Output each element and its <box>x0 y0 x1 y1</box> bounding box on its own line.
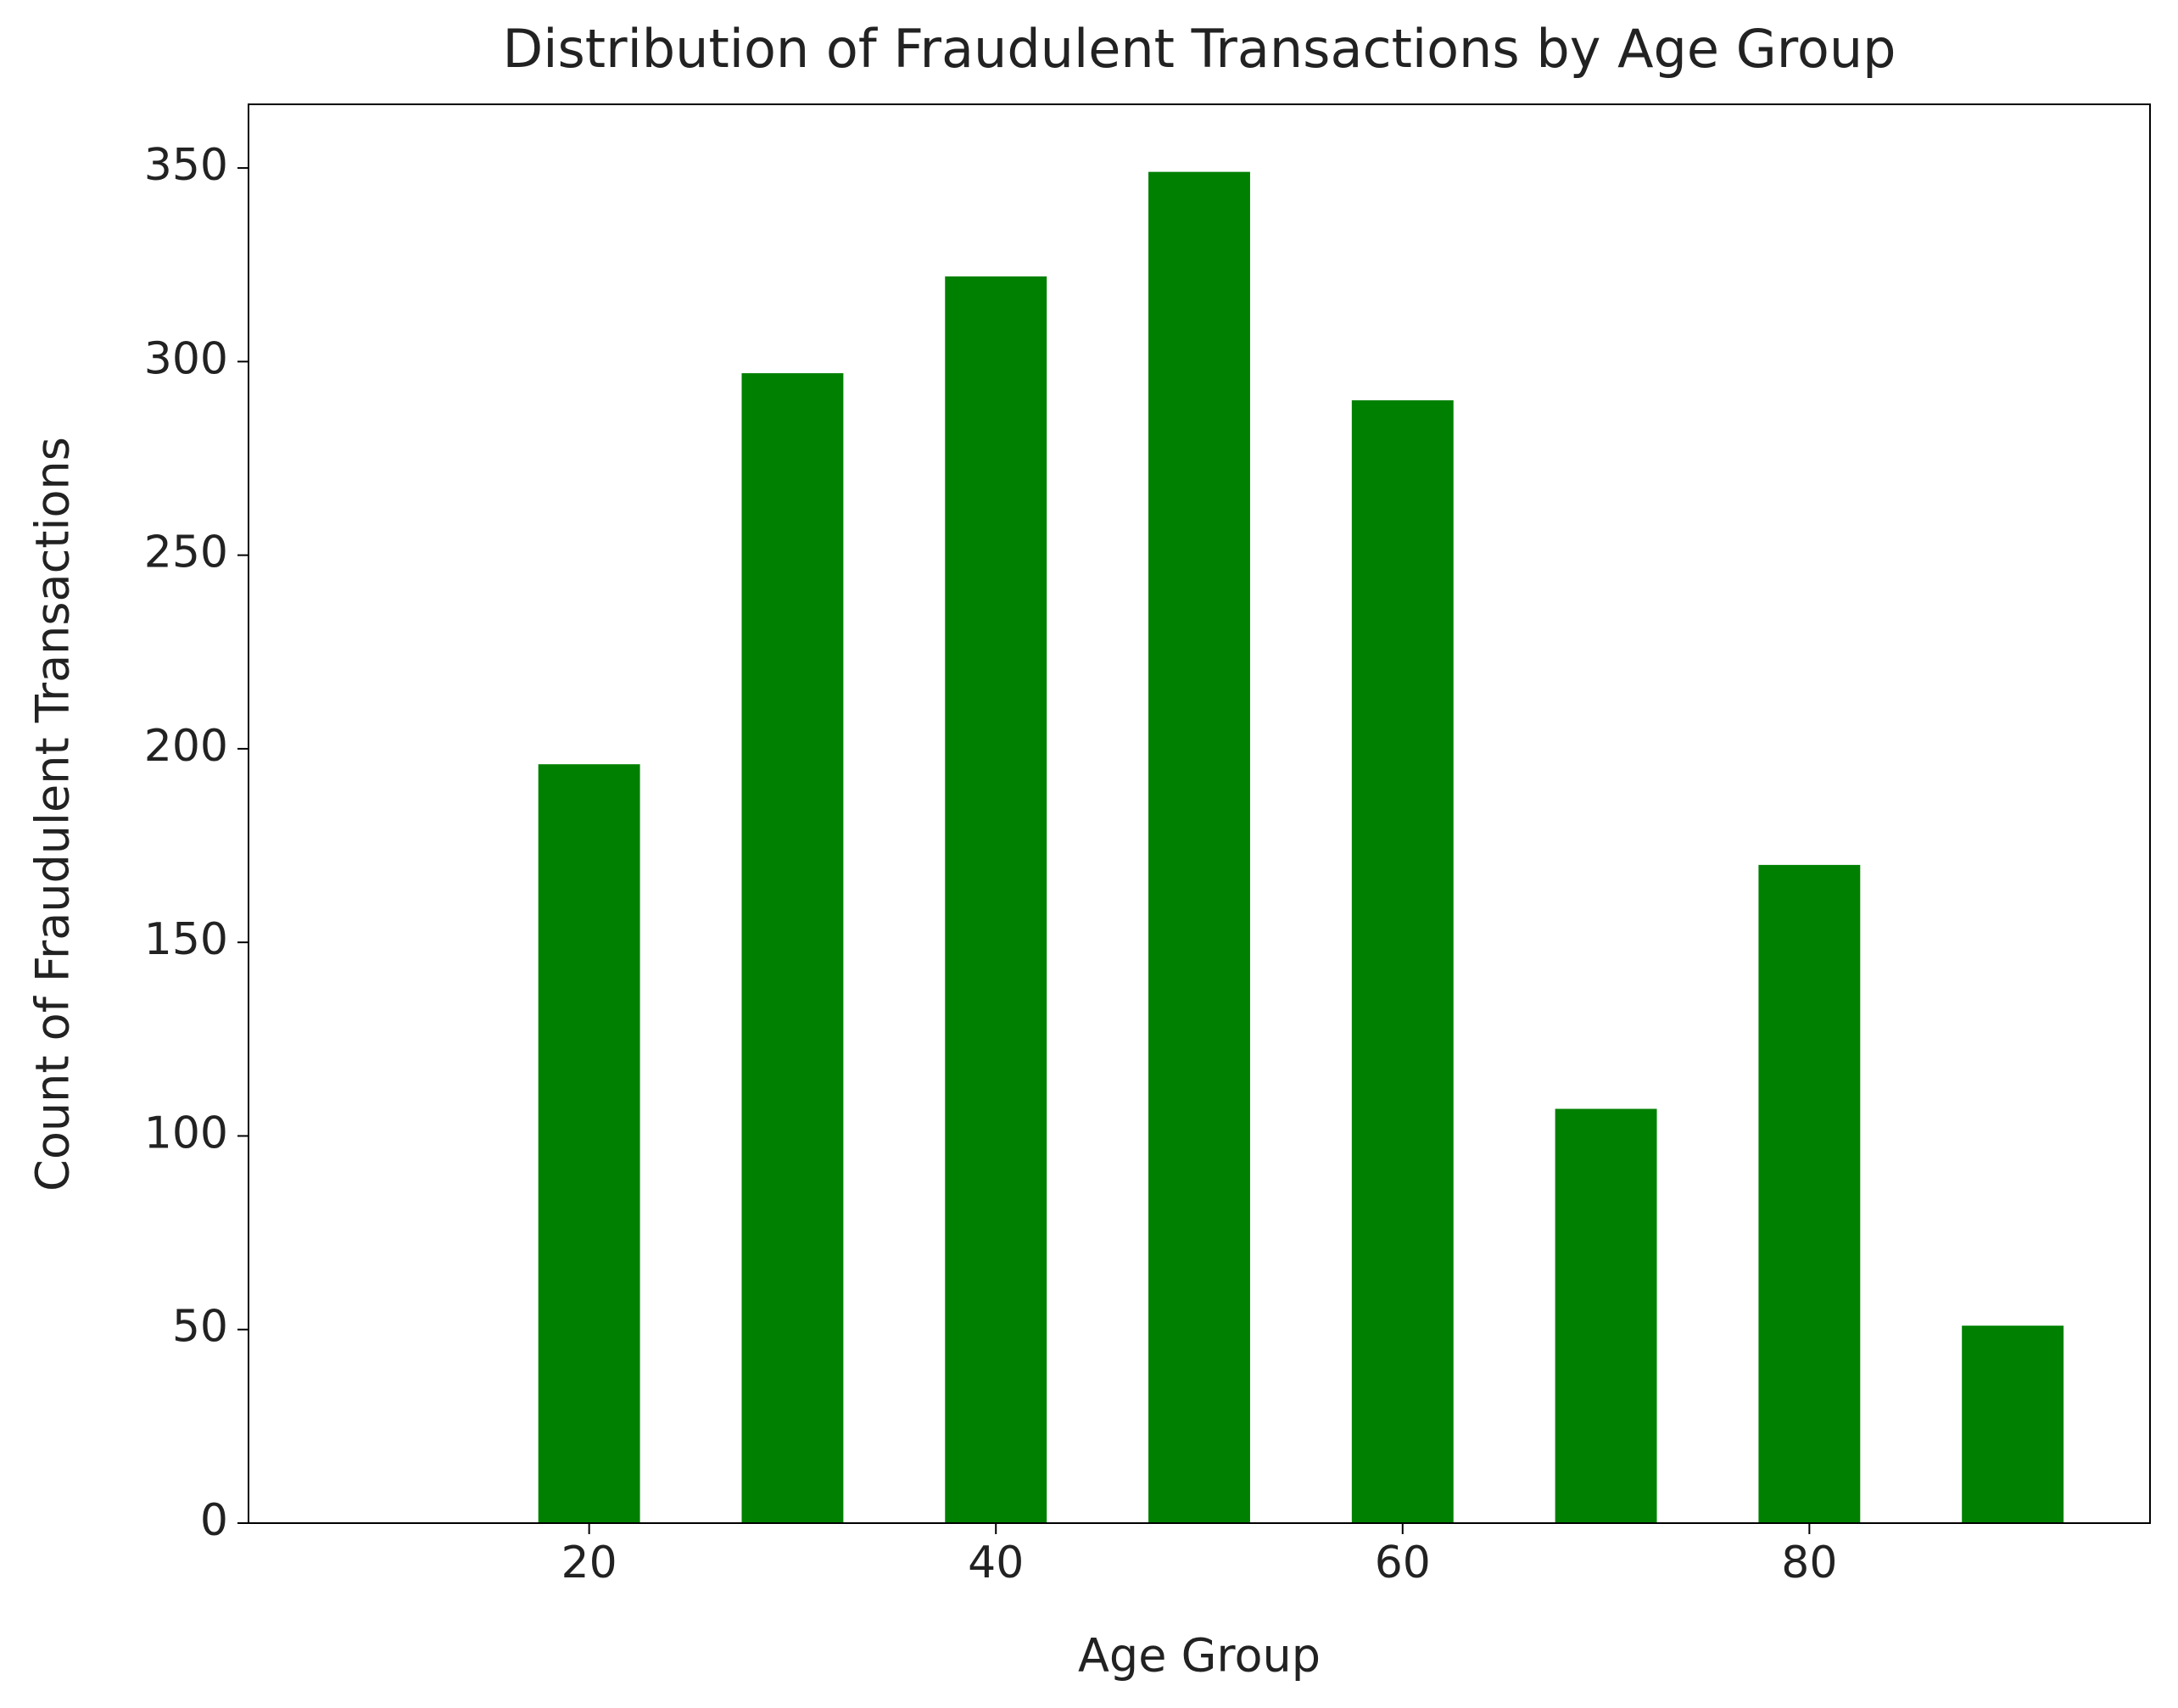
chart-title: Distribution of Fraudulent Transactions … <box>503 18 1896 80</box>
bar <box>1962 1326 2064 1523</box>
x-tick-label: 20 <box>561 1538 617 1588</box>
y-tick-label: 0 <box>200 1495 228 1546</box>
y-tick-label: 250 <box>144 527 228 578</box>
bar <box>741 373 844 1524</box>
y-tick-label: 200 <box>144 721 228 772</box>
y-tick-label: 300 <box>144 333 228 384</box>
bar <box>945 276 1047 1524</box>
y-axis-label: Count of Fraudulent Transactions <box>26 437 80 1192</box>
x-tick-label: 40 <box>968 1538 1024 1588</box>
y-tick-label: 350 <box>144 140 228 191</box>
bar <box>1758 864 1861 1523</box>
y-tick-label: 100 <box>144 1108 228 1158</box>
x-tick-label: 60 <box>1375 1538 1431 1588</box>
bar <box>1555 1108 1657 1523</box>
plot-frame <box>248 103 2151 1524</box>
x-tick-label: 80 <box>1781 1538 1837 1588</box>
y-tick-label: 50 <box>172 1302 228 1353</box>
x-axis-label: Age Group <box>1078 1629 1321 1683</box>
bar <box>1148 171 1250 1524</box>
bar <box>538 764 640 1523</box>
y-tick-label: 150 <box>144 914 228 965</box>
bar <box>1351 400 1454 1523</box>
